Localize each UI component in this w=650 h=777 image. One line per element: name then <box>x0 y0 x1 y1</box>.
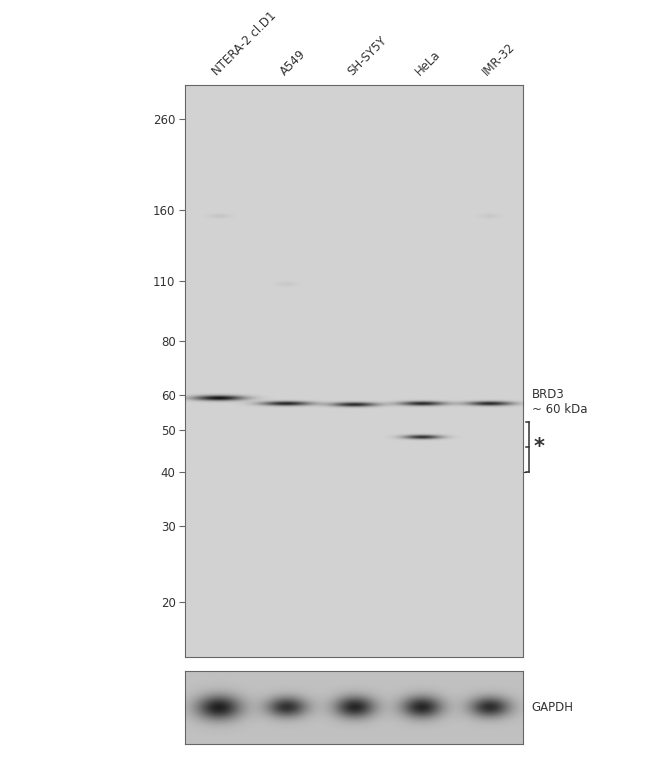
Text: HeLa: HeLa <box>413 48 443 78</box>
Text: IMR-32: IMR-32 <box>480 41 518 78</box>
Text: *: * <box>534 437 545 457</box>
Text: A549: A549 <box>278 48 308 78</box>
Text: BRD3
~ 60 kDa: BRD3 ~ 60 kDa <box>532 388 587 416</box>
Text: SH-SY5Y: SH-SY5Y <box>345 34 389 78</box>
Text: GAPDH: GAPDH <box>532 701 574 714</box>
Text: NTERA-2 cl.D1: NTERA-2 cl.D1 <box>210 9 279 78</box>
